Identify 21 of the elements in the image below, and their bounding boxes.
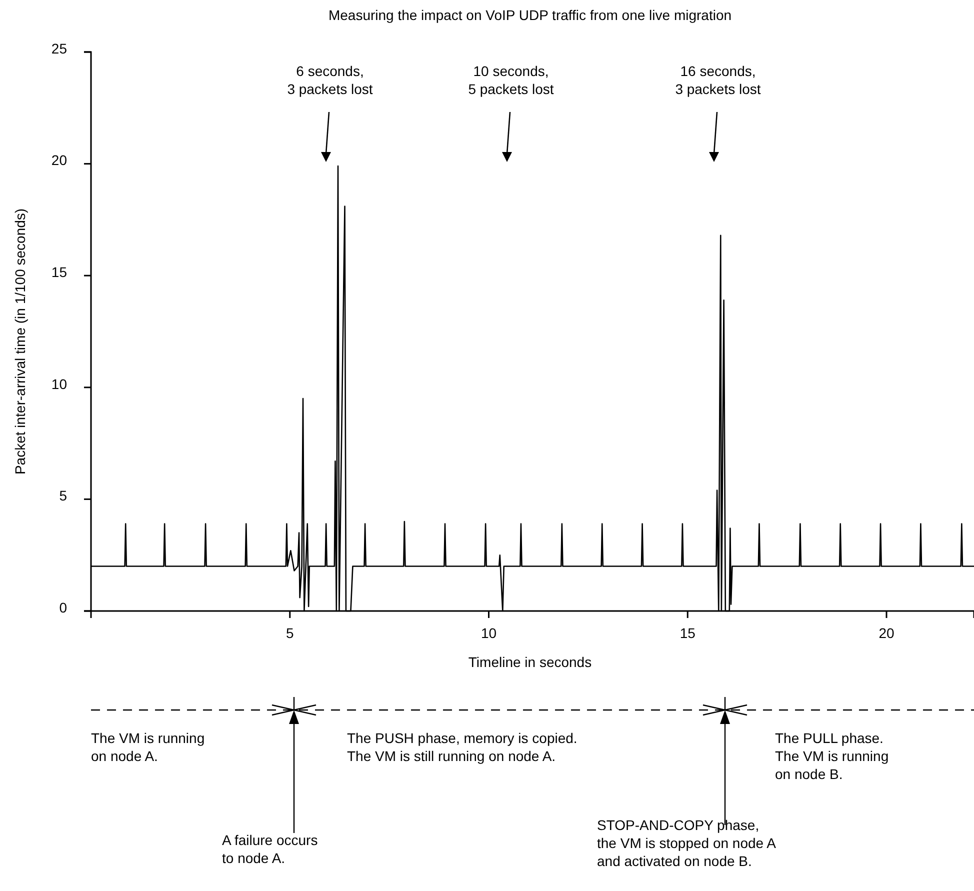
y-tick-label: 5 xyxy=(59,488,68,504)
x-tick-label: 5 xyxy=(286,624,294,641)
annotation: 6 seconds, 3 packets lost xyxy=(287,63,373,97)
y-tick-label: 15 xyxy=(51,264,68,280)
x-tick-label: 20 xyxy=(878,624,894,641)
text: The PUSH phase, memory is copied. The VM is still running on node A. xyxy=(347,730,578,764)
y-tick-label: 10 xyxy=(51,376,68,392)
y-axis-title: Packet inter-arrival time (in 1/100 seconds) xyxy=(12,208,28,475)
x-tick-label: 15 xyxy=(680,624,696,641)
y-tick-label: 20 xyxy=(51,152,68,168)
annotation: 16 seconds, 3 packets lost xyxy=(675,63,761,97)
chart-title: Measuring the impact on VoIP UDP traffic from one live migration xyxy=(328,7,732,23)
text: The VM is running on node A. xyxy=(91,730,205,764)
x-tick-label: 10 xyxy=(480,624,497,641)
text: A failure occurs to node A. xyxy=(222,832,318,866)
x-axis-title: Timeline in seconds xyxy=(468,654,592,670)
y-tick-label: 0 xyxy=(59,599,68,616)
annotation: 10 seconds, 5 packets lost xyxy=(468,63,554,97)
text: The PULL phase. The VM is running on node B. xyxy=(775,730,889,782)
y-tick-label: 25 xyxy=(51,40,68,56)
text: STOP-AND-COPY phase, the VM is stopped on node A and activated on node B. xyxy=(597,817,777,869)
